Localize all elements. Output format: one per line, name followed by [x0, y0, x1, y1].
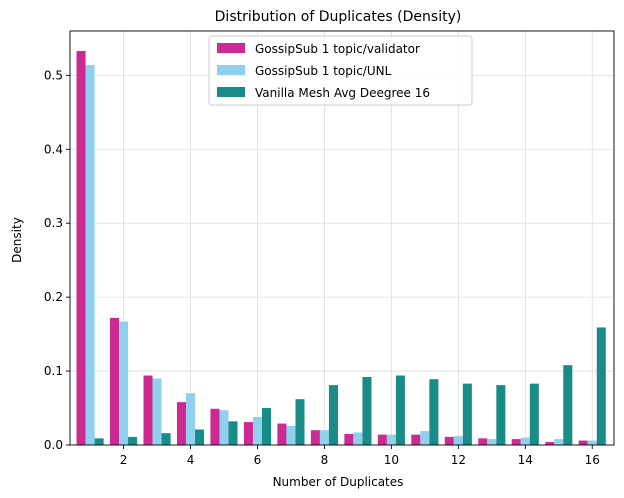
bar-series0-4 [176, 402, 186, 445]
x-tick-label: 14 [518, 453, 533, 467]
bar-series0-11 [411, 434, 421, 445]
bar-series2-6 [261, 408, 272, 445]
y-tick-label: 0.3 [44, 216, 63, 230]
bar-series1-6 [252, 416, 262, 445]
bar-series1-1 [85, 65, 95, 445]
bar-series1-15 [554, 439, 564, 445]
bar-series2-15 [563, 365, 573, 445]
bar-series0-1 [76, 50, 86, 445]
chart-title: Distribution of Duplicates (Density) [215, 9, 462, 25]
bar-series0-8 [310, 430, 320, 445]
legend-label-unl: GossipSub 1 topic/UNL [255, 64, 392, 78]
legend-box [208, 35, 473, 106]
legend-swatch-vanilla [217, 87, 245, 97]
x-tick-label: 12 [451, 453, 466, 467]
bar-series2-5 [228, 421, 238, 445]
bar-series1-4 [185, 393, 196, 445]
y-axis-label: Density [10, 217, 24, 263]
bar-series0-13 [478, 438, 488, 445]
bar-series2-11 [429, 379, 439, 445]
bar-series2-2 [128, 436, 138, 445]
bar-series0-15 [545, 442, 555, 445]
bar-series2-1 [94, 438, 104, 445]
x-tick-label: 10 [384, 453, 399, 467]
legend-swatch-validator [217, 43, 245, 53]
bar-series1-3 [152, 378, 162, 445]
x-tick-label: 4 [187, 453, 195, 467]
bar-series2-16 [596, 327, 606, 445]
legend-label-validator: GossipSub 1 topic/validator [255, 42, 420, 56]
x-tick-label: 6 [254, 453, 262, 467]
y-tick-label: 0.5 [44, 68, 63, 82]
bar-series1-8 [319, 430, 329, 445]
bar-series0-12 [444, 436, 454, 445]
legend: GossipSub 1 topic/validator GossipSub 1 … [208, 35, 473, 106]
bar-series1-13 [487, 439, 497, 445]
bar-series2-3 [161, 433, 171, 445]
bar-series0-9 [344, 433, 354, 445]
bar-series0-16 [578, 440, 588, 445]
bar-series0-3 [143, 375, 153, 445]
bar-series2-9 [362, 376, 372, 445]
bar-series2-10 [395, 375, 405, 445]
bar-series0-7 [277, 423, 287, 445]
bar-series2-14 [529, 383, 539, 445]
y-tick-label: 0.4 [44, 142, 63, 156]
y-tick-label: 0.1 [44, 364, 63, 378]
bar-series1-10 [386, 434, 396, 445]
bar-series1-5 [219, 410, 229, 445]
bar-series0-6 [243, 422, 253, 445]
bar-series1-9 [353, 432, 363, 445]
bar-series1-12 [453, 436, 463, 445]
x-axis-label: Number of Duplicates [273, 475, 404, 489]
bar-series1-14 [520, 437, 530, 445]
y-tick-label: 0.0 [44, 438, 63, 452]
x-tick-label: 2 [120, 453, 128, 467]
legend-label-vanilla: Vanilla Mesh Avg Deegree 16 [255, 86, 430, 100]
bar-series0-5 [210, 408, 220, 445]
bar-series0-14 [511, 439, 521, 445]
plot-frame [69, 30, 615, 446]
y-tick-label: 0.2 [44, 290, 63, 304]
bar-series2-12 [462, 383, 472, 445]
bar-series1-2 [119, 321, 129, 445]
bar-series2-8 [328, 385, 338, 445]
bar-series1-11 [420, 430, 430, 445]
x-tick-label: 16 [585, 453, 600, 467]
bar-series0-10 [377, 434, 387, 445]
bar-series0-2 [110, 317, 120, 445]
bar-series2-4 [195, 429, 205, 445]
bar-series2-7 [295, 399, 305, 445]
bar-series1-16 [587, 440, 597, 445]
axis-ticks: 2 4 6 8 10 12 14 16 0.0 0.1 0.2 0.3 0.4 0.5 [44, 68, 600, 467]
bars [76, 50, 606, 445]
x-tick-label: 8 [321, 453, 329, 467]
bar-series1-7 [286, 425, 296, 445]
bar-series2-13 [496, 385, 506, 445]
legend-swatch-unl [217, 65, 245, 75]
